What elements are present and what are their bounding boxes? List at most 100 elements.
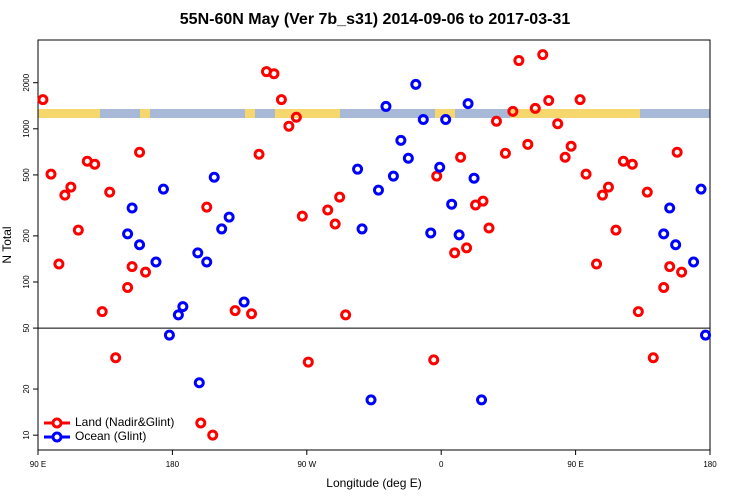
point xyxy=(552,118,564,130)
chart-title: 55N-60N May (Ver 7b_s31) 2014-09-06 to 2… xyxy=(180,11,571,28)
point xyxy=(402,152,414,164)
point xyxy=(172,309,184,321)
x-axis-label: Longitude (deg E) xyxy=(326,476,421,490)
point xyxy=(688,256,700,268)
legend-marker xyxy=(51,417,63,429)
point xyxy=(134,146,146,158)
point xyxy=(192,247,204,259)
x-tick-label: 180 xyxy=(166,460,180,469)
point xyxy=(641,186,653,198)
point xyxy=(632,306,644,318)
point xyxy=(591,258,603,270)
point xyxy=(455,151,467,163)
point xyxy=(431,170,443,182)
point xyxy=(195,417,207,429)
point xyxy=(483,222,495,234)
y-tick-label: 2000 xyxy=(22,73,31,91)
point xyxy=(45,168,57,180)
point xyxy=(126,261,138,273)
point xyxy=(163,329,175,341)
point xyxy=(513,55,525,67)
point xyxy=(565,140,577,152)
point xyxy=(476,394,488,406)
point xyxy=(529,102,541,114)
point xyxy=(410,78,422,90)
point xyxy=(246,308,258,320)
point xyxy=(356,223,368,235)
point xyxy=(322,204,334,216)
x-tick-label: 90 E xyxy=(567,460,583,469)
point xyxy=(580,168,592,180)
point xyxy=(268,68,280,80)
ocean-patch xyxy=(640,109,710,118)
point xyxy=(395,134,407,146)
y-tick-label: 1000 xyxy=(22,119,31,137)
point xyxy=(229,305,241,317)
ocean-patch xyxy=(150,109,245,118)
y-axis-label: N Total xyxy=(0,226,14,263)
legend-label: Land (Nadir&Glint) xyxy=(75,415,174,429)
point xyxy=(387,170,399,182)
point xyxy=(96,306,108,318)
point xyxy=(150,256,162,268)
point xyxy=(134,239,146,251)
point xyxy=(490,115,502,127)
point xyxy=(290,111,302,123)
point xyxy=(559,151,571,163)
point xyxy=(223,211,235,223)
point xyxy=(59,189,71,201)
y-tick-label: 500 xyxy=(22,168,31,182)
point xyxy=(543,95,555,107)
point xyxy=(334,191,346,203)
ocean-patch xyxy=(340,109,435,118)
x-tick-label: 90 E xyxy=(30,460,46,469)
point xyxy=(126,202,138,214)
point xyxy=(208,171,220,183)
point xyxy=(201,256,213,268)
legend-marker xyxy=(51,431,63,443)
point xyxy=(522,138,534,150)
point xyxy=(365,394,377,406)
point xyxy=(499,147,511,159)
x-tick-label: 0 xyxy=(439,460,444,469)
point xyxy=(65,181,77,193)
point xyxy=(626,158,638,170)
x-tick-label: 90 W xyxy=(297,460,316,469)
point xyxy=(110,352,122,364)
point xyxy=(372,184,384,196)
point xyxy=(507,105,519,117)
point xyxy=(238,296,250,308)
point xyxy=(658,282,670,294)
ocean-patch xyxy=(455,109,510,118)
point xyxy=(428,354,440,366)
point xyxy=(596,189,608,201)
point xyxy=(72,224,84,236)
point xyxy=(53,258,65,270)
surface-band xyxy=(38,109,710,118)
point xyxy=(207,429,219,441)
ocean-patch xyxy=(255,109,275,118)
point xyxy=(104,186,116,198)
point xyxy=(468,172,480,184)
point xyxy=(602,181,614,193)
point xyxy=(89,158,101,170)
point xyxy=(647,352,659,364)
point xyxy=(352,163,364,175)
point xyxy=(296,210,308,222)
ocean-patch xyxy=(100,109,140,118)
point xyxy=(425,227,437,239)
point xyxy=(122,282,134,294)
point xyxy=(477,195,489,207)
point xyxy=(664,202,676,214)
point xyxy=(658,228,670,240)
point xyxy=(216,223,228,235)
legend-label: Ocean (Glint) xyxy=(75,429,146,443)
point xyxy=(37,94,49,106)
point xyxy=(462,98,474,110)
y-tick-label: 20 xyxy=(22,384,31,393)
point xyxy=(283,120,295,132)
point xyxy=(193,377,205,389)
point xyxy=(671,146,683,158)
point xyxy=(537,49,549,61)
